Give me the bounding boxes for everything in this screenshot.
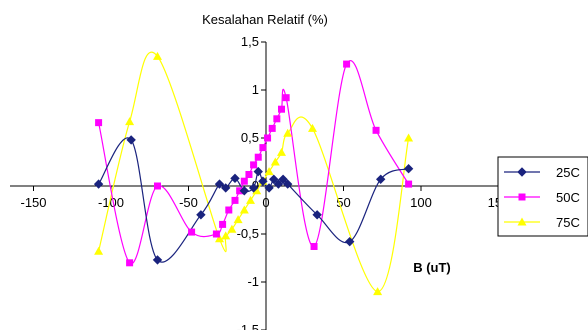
- data-point-75C: [125, 117, 135, 126]
- x-tick-label: -150: [20, 195, 46, 210]
- legend-label-75C: 75C: [556, 215, 580, 230]
- data-point-75C: [246, 195, 255, 204]
- data-point-25C: [230, 173, 240, 184]
- data-point-50C: [245, 170, 253, 178]
- y-tick-label: 0,5: [241, 130, 259, 145]
- x-tick-label: 100: [410, 195, 432, 210]
- data-point-50C: [225, 206, 233, 214]
- data-point-75C: [239, 205, 249, 214]
- data-point-50C: [310, 242, 318, 250]
- data-point-50C: [254, 153, 262, 161]
- data-point-50C: [343, 60, 351, 68]
- data-point-25C: [196, 210, 206, 220]
- data-point-75C: [264, 167, 274, 176]
- data-point-25C: [220, 183, 231, 193]
- data-point-25C: [214, 179, 225, 189]
- y-tick-label: -1,5: [237, 322, 259, 330]
- series-line-25C: [98, 137, 409, 263]
- data-point-25C: [264, 183, 274, 193]
- legend: 25C 50C 75C: [497, 156, 588, 237]
- data-point-50C: [278, 105, 285, 113]
- data-point-75C: [308, 123, 317, 132]
- data-point-25C: [282, 179, 293, 189]
- legend-marker-25C: [517, 167, 527, 177]
- legend-marker-50C: [518, 193, 526, 201]
- data-point-50C: [219, 220, 227, 228]
- data-point-75C: [404, 133, 414, 142]
- data-point-50C: [188, 228, 196, 236]
- data-point-25C: [152, 255, 163, 265]
- y-tick-label: -0,5: [237, 226, 259, 241]
- data-point-50C: [282, 94, 290, 102]
- data-point-25C: [248, 183, 259, 193]
- data-point-25C: [312, 210, 322, 220]
- data-point-75C: [270, 157, 280, 166]
- legend-label-50C: 50C: [556, 190, 580, 205]
- y-tick-label: 1,5: [241, 34, 259, 49]
- plot-area: [93, 51, 414, 296]
- data-point-75C: [252, 186, 262, 195]
- data-point-25C: [269, 174, 279, 184]
- data-point-25C: [253, 166, 263, 177]
- data-point-25C: [375, 174, 386, 184]
- data-point-25C: [273, 179, 284, 189]
- data-point-75C: [233, 215, 243, 224]
- data-point-50C: [95, 119, 103, 127]
- x-tick-label: -50: [179, 195, 198, 210]
- data-point-25C: [278, 174, 288, 184]
- legend-marker-75C: [517, 217, 527, 226]
- data-point-50C: [264, 134, 272, 142]
- data-point-75C: [283, 128, 293, 137]
- y-tick-label: -1: [247, 274, 259, 289]
- legend-label-25C: 25C: [556, 165, 580, 180]
- data-point-50C: [154, 182, 161, 190]
- data-point-75C: [215, 234, 224, 243]
- x-tick-label: -100: [98, 195, 124, 210]
- y-tick-label: 1: [252, 82, 259, 97]
- data-point-50C: [126, 259, 134, 267]
- data-point-50C: [212, 230, 220, 238]
- data-point-25C: [239, 186, 250, 196]
- data-point-50C: [405, 180, 413, 188]
- data-point-75C: [94, 246, 104, 255]
- x-axis-label: B (uT): [413, 260, 451, 275]
- data-point-25C: [93, 179, 104, 189]
- data-point-50C: [240, 177, 248, 185]
- data-point-75C: [373, 287, 383, 296]
- data-point-25C: [258, 176, 268, 186]
- data-point-75C: [277, 147, 286, 156]
- data-point-25C: [403, 164, 414, 174]
- data-point-75C: [153, 51, 162, 60]
- data-point-25C: [126, 135, 136, 145]
- chart-title: Kesalahan Relatif (%): [202, 12, 328, 27]
- data-point-75C: [221, 231, 231, 240]
- data-point-50C: [231, 196, 239, 204]
- data-point-50C: [250, 161, 258, 169]
- data-point-25C: [344, 236, 355, 247]
- x-tick-label: 50: [336, 195, 350, 210]
- data-point-50C: [268, 124, 276, 132]
- data-point-50C: [259, 144, 267, 152]
- data-point-75C: [227, 224, 237, 233]
- data-point-50C: [372, 126, 380, 134]
- data-point-50C: [273, 115, 281, 123]
- x-tick-label: 0: [262, 195, 269, 210]
